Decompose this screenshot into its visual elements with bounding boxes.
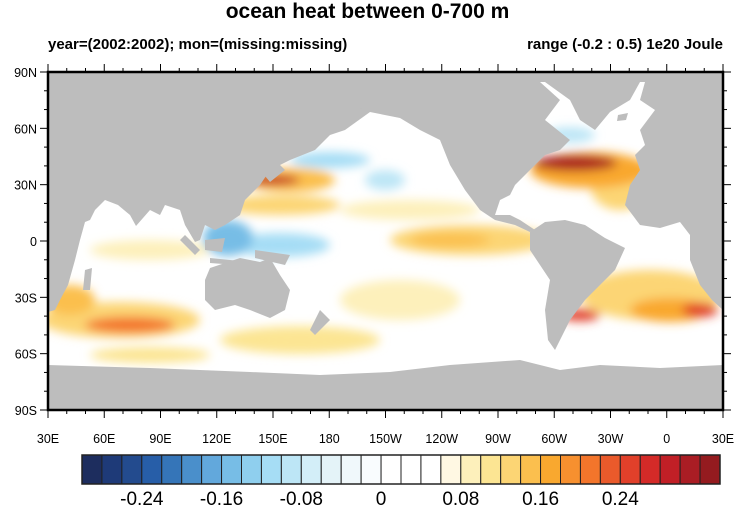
colorbar-labels: -0.24 -0.16 -0.08 0 0.08 0.16 0.24	[120, 489, 639, 510]
y-axis-label: 0	[30, 235, 37, 249]
colorbar-box	[400, 454, 422, 485]
y-axis-label: 90S	[15, 404, 37, 418]
colorbar-box	[280, 454, 302, 485]
colorbar-box	[101, 454, 123, 485]
colorbar-box	[639, 454, 661, 485]
colorbar-box	[340, 454, 362, 485]
colorbar-label: -0.08	[280, 489, 323, 510]
colorbar-box	[460, 454, 482, 485]
land	[48, 72, 723, 410]
x-axis-label: 90W	[485, 432, 511, 446]
colorbar-label: 0.16	[522, 489, 559, 510]
colorbar-label: 0.08	[442, 489, 479, 510]
colorbar-box	[699, 454, 721, 485]
colorbar-frame	[81, 454, 721, 485]
colorbar-box	[500, 454, 522, 485]
colorbar-box	[440, 454, 462, 485]
x-axis-label: 120W	[425, 432, 458, 446]
colorbar-box	[201, 454, 223, 485]
colorbar-box	[679, 454, 701, 485]
colorbar-box	[560, 454, 581, 485]
x-axis-label: 150W	[369, 432, 402, 446]
colorbar-box	[141, 454, 163, 485]
colorbar-label: 0.24	[602, 489, 639, 510]
colorbar-label: -0.16	[200, 489, 243, 510]
colorbar-box	[480, 454, 502, 485]
colorbar-box	[380, 454, 402, 485]
x-axis-label: 90E	[149, 432, 171, 446]
y-axis-labels: 90N 60N 30N 0 30S 60S 90S	[14, 66, 37, 418]
y-axis-label: 30S	[15, 291, 37, 305]
x-axis-label: 150E	[258, 432, 287, 446]
colorbar-box	[161, 454, 183, 485]
x-axis-label: 120E	[202, 432, 231, 446]
colorbar-box	[360, 454, 382, 485]
subtitle-right: range (-0.2 : 0.5) 1e20 Joule	[527, 36, 723, 53]
y-axis-label: 60N	[14, 122, 37, 136]
colorbar-box	[579, 454, 601, 485]
map-area	[48, 72, 723, 410]
colorbar	[81, 454, 721, 485]
x-axis-label: 0	[663, 432, 670, 446]
colorbar-box	[619, 454, 641, 485]
colorbar-box	[540, 454, 561, 485]
x-axis-label: 60W	[541, 432, 567, 446]
axis-ticks	[40, 64, 731, 418]
colorbar-label: 0	[376, 489, 387, 510]
colorbar-box	[221, 454, 242, 485]
colorbar-box	[659, 454, 681, 485]
x-axis-label: 60E	[93, 432, 115, 446]
colorbar-box	[121, 454, 143, 485]
colorbar-box	[181, 454, 203, 485]
y-axis-label: 90N	[14, 66, 37, 80]
y-axis-label: 30N	[14, 179, 37, 193]
colorbar-label: -0.24	[120, 489, 164, 510]
y-axis-label: 60S	[15, 348, 37, 362]
colorbar-box	[420, 454, 442, 485]
colorbar-box	[599, 454, 621, 485]
x-axis-label: 180	[319, 432, 340, 446]
colorbar-box	[520, 454, 542, 485]
x-axis-labels: 30E 60E 90E 120E 150E 180 150W 120W 90W 60W 30W 0 30…	[37, 432, 734, 446]
colorbar-box	[300, 454, 322, 485]
colorbar-box	[260, 454, 282, 485]
colorbar-box	[320, 454, 342, 485]
subtitle-left: year=(2002:2002); mon=(missing:missing)	[48, 36, 348, 53]
x-axis-label: 30E	[37, 432, 59, 446]
colorbar-box	[81, 454, 103, 485]
colorbar-box	[241, 454, 262, 485]
x-axis-label: 30W	[598, 432, 624, 446]
plot-title: ocean heat between 0-700 m	[225, 0, 510, 23]
x-axis-label: 30E	[712, 432, 734, 446]
